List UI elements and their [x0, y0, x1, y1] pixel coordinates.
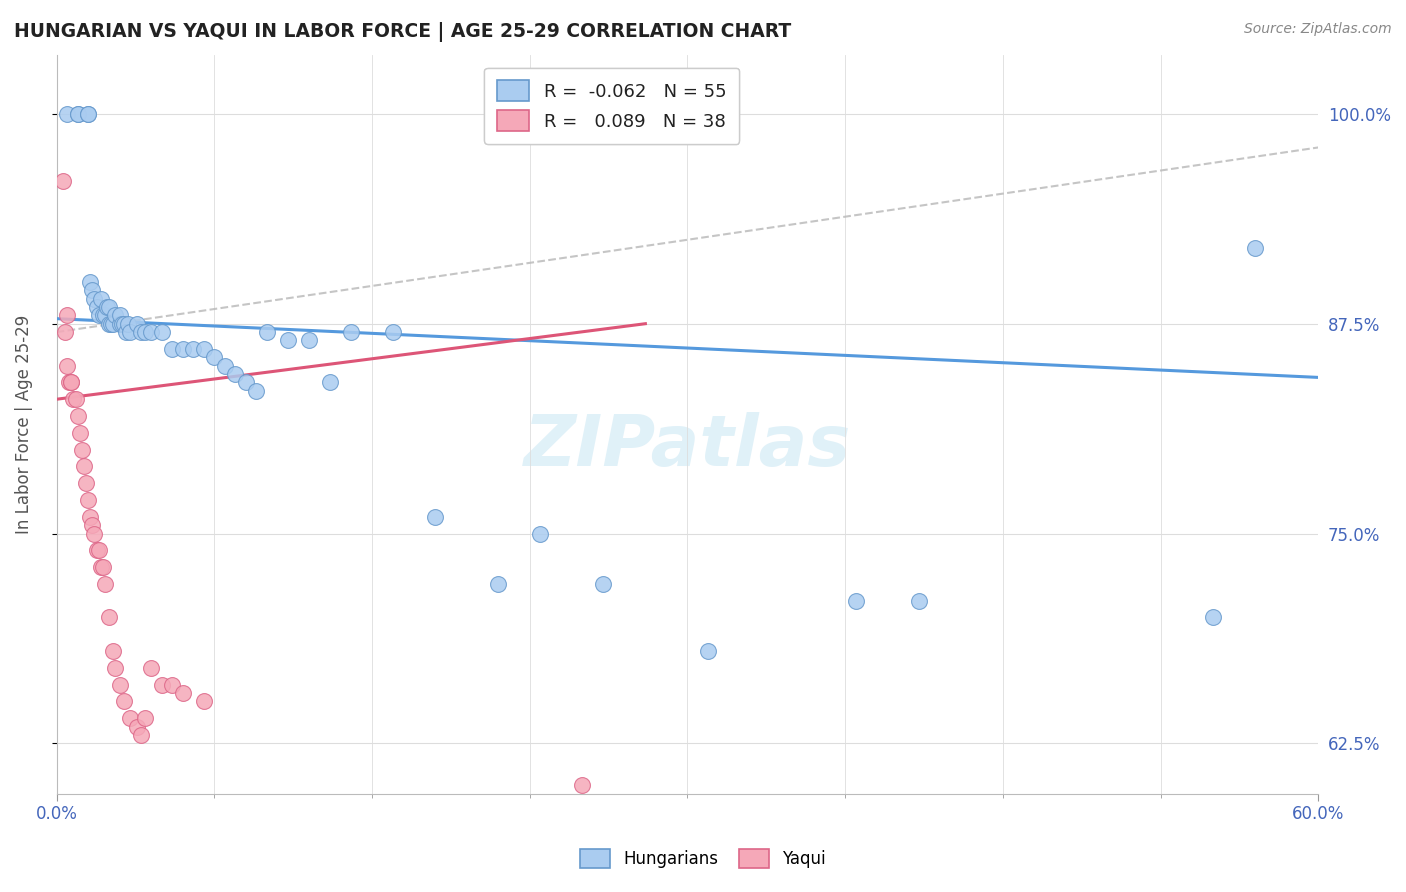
- Point: [65, 392, 87, 407]
- Point: [120, 711, 142, 725]
- Point: [172, 686, 194, 700]
- Point: [52, 174, 75, 188]
- Point: [571, 778, 593, 792]
- Point: [86, 300, 108, 314]
- Point: [134, 711, 156, 725]
- Point: [141, 325, 163, 339]
- Point: [73, 459, 96, 474]
- Point: [96, 300, 118, 314]
- Point: [79, 275, 101, 289]
- Point: [277, 334, 299, 348]
- Point: [298, 334, 321, 348]
- Point: [108, 317, 131, 331]
- Point: [129, 728, 152, 742]
- Point: [56, 107, 79, 121]
- Point: [77, 107, 100, 121]
- Point: [98, 317, 121, 331]
- Point: [235, 376, 257, 390]
- Point: [245, 384, 267, 398]
- Point: [214, 359, 236, 373]
- Point: [83, 292, 105, 306]
- Point: [104, 661, 127, 675]
- Point: [172, 342, 194, 356]
- Point: [90, 560, 112, 574]
- Point: [529, 526, 551, 541]
- Point: [66, 107, 89, 121]
- Point: [129, 325, 152, 339]
- Point: [141, 661, 163, 675]
- Point: [319, 376, 342, 390]
- Legend: R =  -0.062   N = 55, R =   0.089   N = 38: R = -0.062 N = 55, R = 0.089 N = 38: [484, 68, 740, 144]
- Point: [193, 342, 215, 356]
- Point: [53, 325, 76, 339]
- Point: [382, 325, 405, 339]
- Point: [94, 308, 117, 322]
- Point: [60, 376, 83, 390]
- Text: HUNGARIAN VS YAQUI IN LABOR FORCE | AGE 25-29 CORRELATION CHART: HUNGARIAN VS YAQUI IN LABOR FORCE | AGE …: [14, 22, 792, 42]
- Point: [82, 283, 104, 297]
- Point: [103, 644, 125, 658]
- Point: [103, 317, 125, 331]
- Point: [58, 376, 80, 390]
- Point: [150, 325, 173, 339]
- Point: [202, 351, 225, 365]
- Point: [115, 325, 138, 339]
- Point: [340, 325, 363, 339]
- Point: [62, 392, 84, 407]
- Point: [423, 509, 446, 524]
- Point: [98, 300, 121, 314]
- Point: [907, 593, 929, 607]
- Point: [56, 359, 79, 373]
- Point: [592, 577, 614, 591]
- Point: [87, 308, 110, 322]
- Point: [697, 644, 720, 658]
- Point: [125, 317, 148, 331]
- Point: [87, 543, 110, 558]
- Point: [1244, 241, 1267, 255]
- Point: [112, 317, 135, 331]
- Point: [91, 308, 114, 322]
- Y-axis label: In Labor Force | Age 25-29: In Labor Force | Age 25-29: [15, 315, 32, 534]
- Point: [56, 308, 79, 322]
- Point: [69, 425, 91, 440]
- Point: [60, 376, 83, 390]
- Point: [108, 677, 131, 691]
- Point: [120, 325, 142, 339]
- Point: [83, 526, 105, 541]
- Point: [162, 342, 184, 356]
- Text: ZIPatlas: ZIPatlas: [524, 412, 851, 481]
- Point: [845, 593, 868, 607]
- Point: [98, 610, 121, 624]
- Point: [91, 560, 114, 574]
- Point: [1202, 610, 1225, 624]
- Point: [117, 317, 139, 331]
- Point: [66, 107, 89, 121]
- Point: [77, 107, 100, 121]
- Point: [108, 308, 131, 322]
- Point: [112, 694, 135, 708]
- Point: [66, 409, 89, 423]
- Point: [125, 720, 148, 734]
- Point: [181, 342, 204, 356]
- Point: [224, 367, 246, 381]
- Point: [70, 442, 93, 457]
- Point: [75, 476, 97, 491]
- Legend: Hungarians, Yaqui: Hungarians, Yaqui: [574, 842, 832, 875]
- Point: [104, 308, 127, 322]
- Point: [79, 509, 101, 524]
- Point: [86, 543, 108, 558]
- Point: [193, 694, 215, 708]
- Point: [162, 677, 184, 691]
- Point: [94, 577, 117, 591]
- Point: [100, 317, 122, 331]
- Point: [90, 292, 112, 306]
- Point: [77, 492, 100, 507]
- Point: [82, 518, 104, 533]
- Point: [134, 325, 156, 339]
- Point: [486, 577, 509, 591]
- Point: [256, 325, 278, 339]
- Point: [111, 317, 134, 331]
- Point: [150, 677, 173, 691]
- Text: Source: ZipAtlas.com: Source: ZipAtlas.com: [1244, 22, 1392, 37]
